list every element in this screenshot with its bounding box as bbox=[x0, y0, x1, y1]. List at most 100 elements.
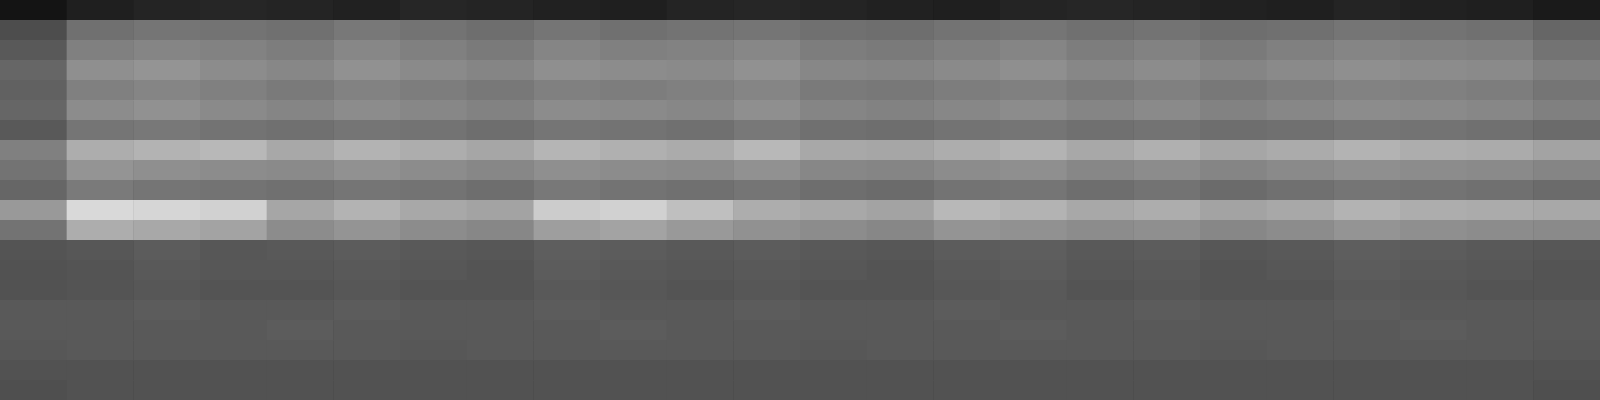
heatmap-cell bbox=[1467, 300, 1534, 321]
heatmap-cell bbox=[1200, 180, 1267, 201]
heatmap-cell bbox=[467, 80, 534, 101]
heatmap-cell bbox=[1200, 20, 1267, 41]
heatmap-cell bbox=[1133, 360, 1200, 381]
heatmap-cell bbox=[1133, 340, 1200, 361]
heatmap-cell bbox=[1267, 260, 1334, 281]
heatmap-cell bbox=[533, 80, 600, 101]
heatmap-cell bbox=[600, 240, 667, 261]
heatmap-cell bbox=[867, 360, 934, 381]
heatmap-cell bbox=[133, 280, 200, 301]
heatmap-cell bbox=[1067, 20, 1134, 41]
heatmap-cell bbox=[1333, 20, 1400, 41]
heatmap-cell bbox=[1200, 120, 1267, 141]
heatmap-cell bbox=[0, 320, 67, 341]
heatmap-cell bbox=[1467, 220, 1534, 241]
heatmap-cell bbox=[1133, 260, 1200, 281]
heatmap-cell bbox=[733, 320, 800, 341]
heatmap-cell bbox=[867, 200, 934, 221]
heatmap-cell bbox=[200, 340, 267, 361]
heatmap-cell bbox=[200, 20, 267, 41]
heatmap-cell bbox=[133, 260, 200, 281]
heatmap-cell bbox=[133, 320, 200, 341]
heatmap-cell bbox=[467, 260, 534, 281]
heatmap-cell bbox=[867, 260, 934, 281]
heatmap-cell bbox=[267, 300, 334, 321]
heatmap-cell bbox=[400, 40, 467, 61]
heatmap-cell bbox=[1533, 320, 1600, 341]
heatmap-cell bbox=[600, 300, 667, 321]
heatmap bbox=[0, 0, 1600, 400]
heatmap-cell bbox=[200, 240, 267, 261]
heatmap-cell bbox=[1400, 40, 1467, 61]
heatmap-cell bbox=[467, 240, 534, 261]
heatmap-cell bbox=[400, 20, 467, 41]
heatmap-cell bbox=[1333, 0, 1400, 21]
heatmap-cell bbox=[1333, 200, 1400, 221]
heatmap-cell bbox=[467, 320, 534, 341]
heatmap-cell bbox=[1000, 200, 1067, 221]
heatmap-cell bbox=[867, 60, 934, 81]
heatmap-cell bbox=[800, 80, 867, 101]
heatmap-cell bbox=[267, 140, 334, 161]
heatmap-cell bbox=[867, 240, 934, 261]
heatmap-cell bbox=[1133, 20, 1200, 41]
heatmap-cell bbox=[0, 20, 67, 41]
heatmap-cell bbox=[1533, 60, 1600, 81]
heatmap-cell bbox=[1200, 300, 1267, 321]
heatmap-cell bbox=[333, 200, 400, 221]
heatmap-cell bbox=[1000, 300, 1067, 321]
heatmap-cell bbox=[400, 340, 467, 361]
heatmap-cell bbox=[600, 200, 667, 221]
heatmap-cell bbox=[1267, 360, 1334, 381]
heatmap-cell bbox=[600, 160, 667, 181]
heatmap-cell bbox=[867, 80, 934, 101]
heatmap-cell bbox=[67, 280, 134, 301]
heatmap-cell bbox=[1000, 40, 1067, 61]
heatmap-cell bbox=[67, 120, 134, 141]
heatmap-cell bbox=[1067, 280, 1134, 301]
heatmap-cell bbox=[1267, 200, 1334, 221]
heatmap-cell bbox=[1333, 280, 1400, 301]
heatmap-cell bbox=[400, 0, 467, 21]
heatmap-cell bbox=[1267, 340, 1334, 361]
heatmap-cell bbox=[800, 360, 867, 381]
heatmap-cell bbox=[600, 100, 667, 121]
heatmap-cell bbox=[267, 0, 334, 21]
heatmap-cell bbox=[467, 280, 534, 301]
heatmap-cell bbox=[267, 160, 334, 181]
heatmap-cell bbox=[333, 100, 400, 121]
heatmap-cell bbox=[0, 340, 67, 361]
heatmap-cell bbox=[200, 140, 267, 161]
heatmap-cell bbox=[0, 300, 67, 321]
heatmap-cell bbox=[1267, 280, 1334, 301]
heatmap-cell bbox=[467, 160, 534, 181]
heatmap-cell bbox=[333, 240, 400, 261]
heatmap-cell bbox=[467, 60, 534, 81]
heatmap-cell bbox=[1267, 380, 1334, 400]
heatmap-cell bbox=[667, 0, 734, 21]
heatmap-cell bbox=[467, 360, 534, 381]
heatmap-cell bbox=[733, 80, 800, 101]
heatmap-cell bbox=[200, 120, 267, 141]
heatmap-cell bbox=[1400, 140, 1467, 161]
heatmap-cell bbox=[67, 0, 134, 21]
heatmap-cell bbox=[1467, 340, 1534, 361]
heatmap-cell bbox=[67, 260, 134, 281]
heatmap-cell bbox=[1133, 280, 1200, 301]
heatmap-cell bbox=[1067, 180, 1134, 201]
heatmap-cell bbox=[1200, 40, 1267, 61]
heatmap-cell bbox=[1400, 320, 1467, 341]
heatmap-cell bbox=[267, 220, 334, 241]
chart bbox=[0, 0, 1600, 400]
heatmap-cell bbox=[133, 0, 200, 21]
heatmap-cell bbox=[933, 240, 1000, 261]
heatmap-cell bbox=[933, 280, 1000, 301]
heatmap-cell bbox=[600, 180, 667, 201]
heatmap-cell bbox=[200, 0, 267, 21]
heatmap-cell bbox=[1333, 320, 1400, 341]
heatmap-cell bbox=[933, 360, 1000, 381]
heatmap-cell bbox=[1200, 0, 1267, 21]
heatmap-cell bbox=[667, 360, 734, 381]
heatmap-cell bbox=[200, 60, 267, 81]
heatmap-cell bbox=[1267, 140, 1334, 161]
